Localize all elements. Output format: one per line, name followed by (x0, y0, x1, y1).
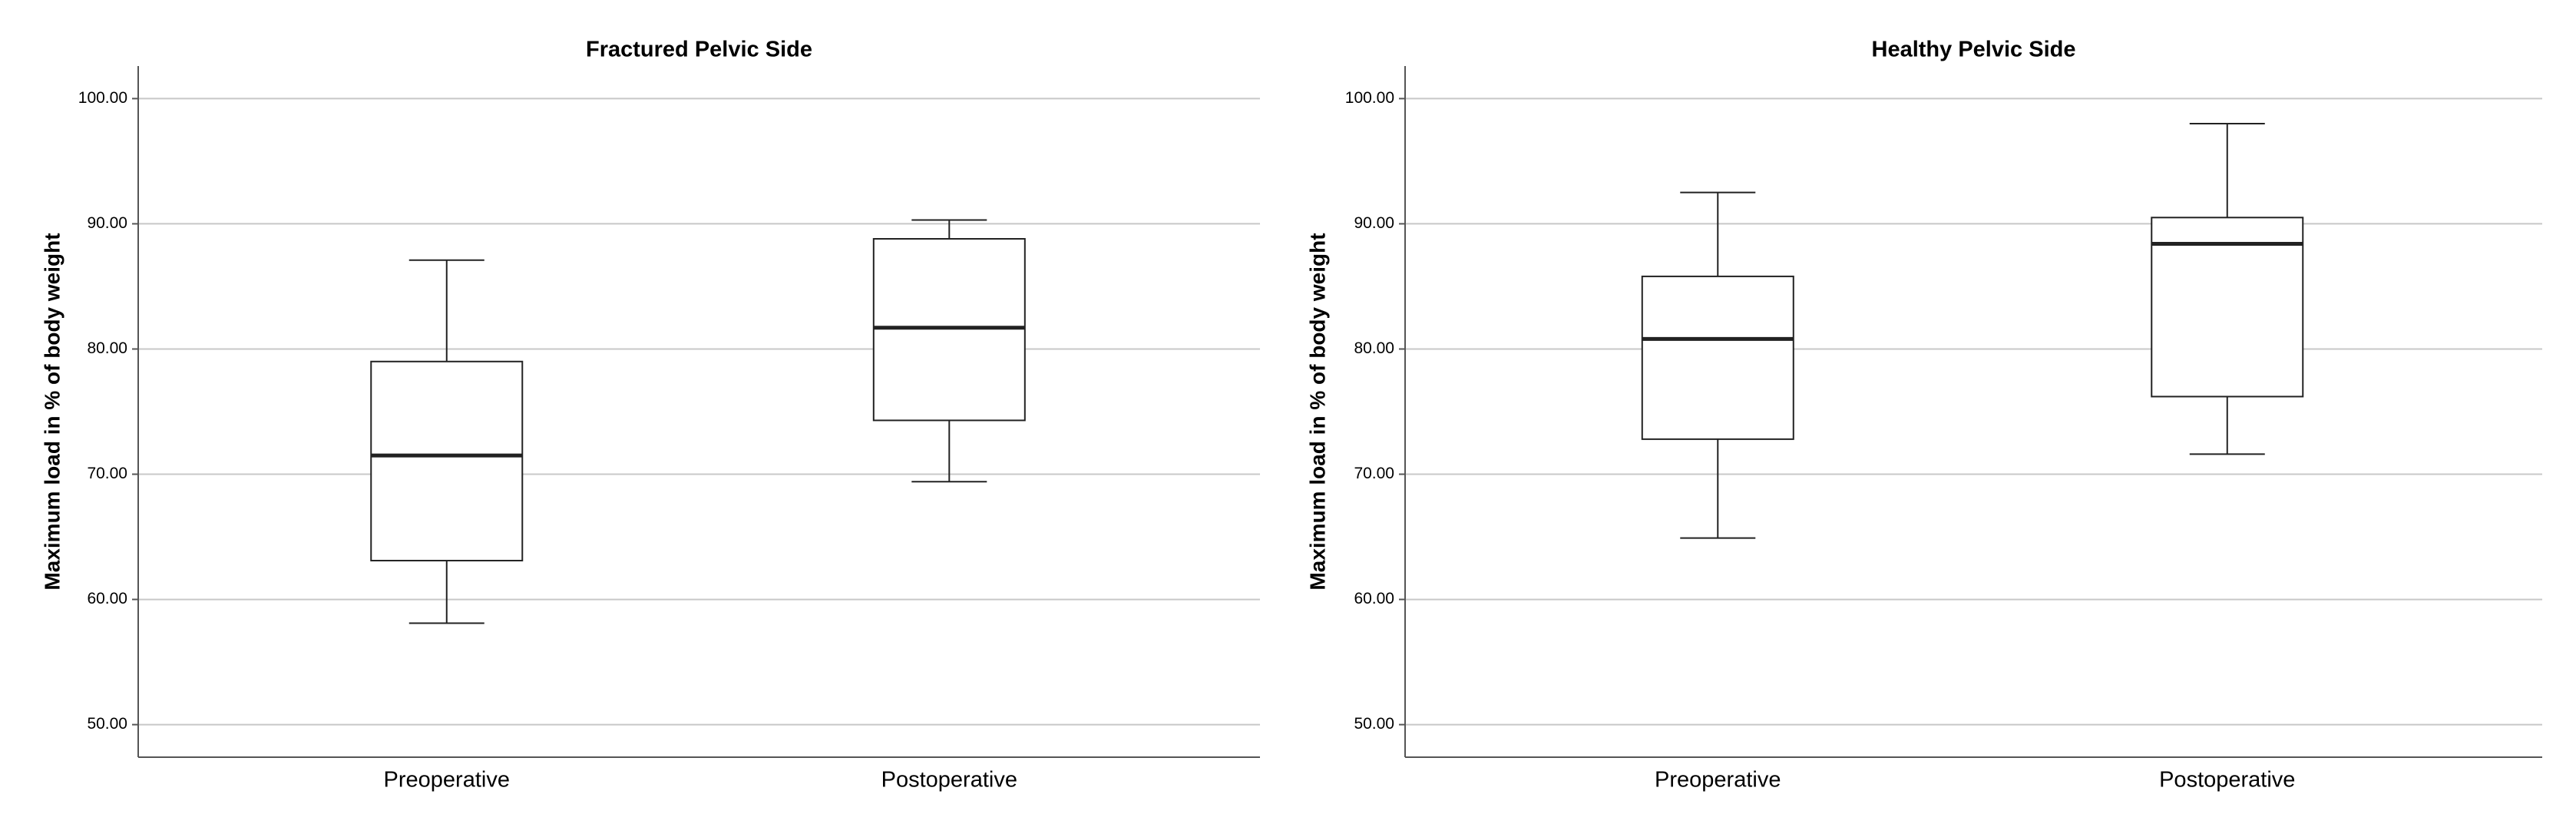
y-tick-label: 80.00 (1354, 339, 1394, 357)
y-tick-label: 50.00 (1354, 715, 1394, 733)
y-tick-label: 60.00 (1354, 590, 1394, 607)
y-tick-label: 80.00 (87, 339, 127, 357)
y-tick-label: 70.00 (87, 465, 127, 482)
y-tick-label: 60.00 (87, 590, 127, 607)
y-tick-label: 100.00 (78, 89, 127, 107)
y-tick-label: 100.00 (1345, 89, 1394, 107)
y-axis-label: Maximum load in % of body weight (1305, 233, 1329, 590)
y-tick-label: 90.00 (87, 214, 127, 232)
y-tick-label: 50.00 (87, 715, 127, 733)
chart-title: Healthy Pelvic Side (1872, 38, 2076, 62)
box (370, 360, 524, 562)
box (2151, 217, 2304, 398)
y-tick-label: 70.00 (1354, 465, 1394, 482)
y-tick-label: 90.00 (1354, 214, 1394, 232)
box (1641, 275, 1794, 440)
x-tick-label: Preoperative (1655, 768, 1781, 793)
x-tick-label: Preoperative (384, 768, 510, 793)
y-axis-label: Maximum load in % of body weight (40, 233, 64, 590)
chart-title: Fractured Pelvic Side (586, 38, 812, 62)
x-tick-label: Postoperative (881, 768, 1017, 793)
x-tick-label: Postoperative (2159, 768, 2295, 793)
